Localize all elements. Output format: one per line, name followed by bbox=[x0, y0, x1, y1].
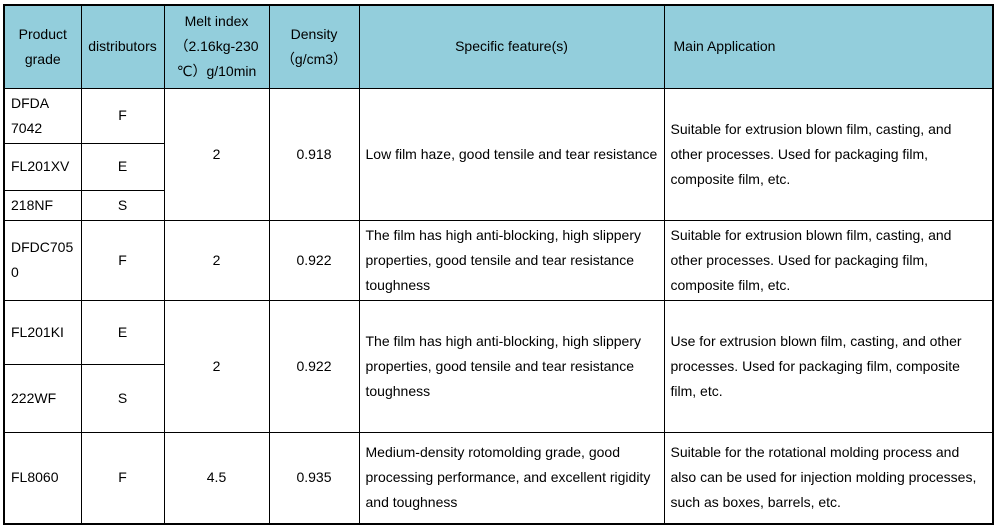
cell-density: 0.918 bbox=[268, 87, 360, 221]
cell-distributor: F bbox=[80, 431, 165, 525]
col-header-application: Main Application bbox=[663, 4, 994, 89]
cell-grade: FL201XV bbox=[3, 142, 82, 191]
table-row: FL8060 F 4.5 0.935 Medium-density rotomo… bbox=[3, 431, 994, 525]
density-header-line: （g/cm3） bbox=[280, 50, 348, 67]
table-row: FL201XV E bbox=[3, 142, 993, 191]
col-header-density: Density （g/cm3） bbox=[268, 4, 360, 89]
product-spec-table: Product grade distributors Melt index （2… bbox=[3, 4, 994, 525]
table-row: DFDA 7042 F 2 0.918 Low film haze, good … bbox=[3, 87, 994, 221]
col-header-distributors: distributors bbox=[80, 4, 165, 89]
cell-features: The film has high anti-blocking, high sl… bbox=[358, 299, 665, 433]
cell-application: Suitable for the rotational molding proc… bbox=[663, 431, 994, 525]
cell-grade: FL201KI bbox=[3, 299, 82, 365]
cell-features: Low film haze, good tensile and tear res… bbox=[358, 87, 665, 221]
col-header-features: Specific feature(s) bbox=[358, 4, 665, 89]
cell-distributor: F bbox=[80, 87, 165, 144]
cell-distributor: S bbox=[80, 189, 165, 221]
cell-melt-index: 2 bbox=[163, 299, 270, 433]
melt-index-header-line: （2.16kg-230 bbox=[174, 38, 259, 55]
cell-melt-index: 2 bbox=[163, 87, 270, 221]
cell-melt-index: 4.5 bbox=[163, 431, 270, 525]
cell-density: 0.922 bbox=[268, 219, 360, 301]
cell-density: 0.935 bbox=[268, 431, 360, 525]
col-header-melt-index: Melt index （2.16kg-230 ℃）g/10min bbox=[163, 4, 270, 89]
cell-melt-index: 2 bbox=[163, 219, 270, 301]
melt-index-header-line: Melt index bbox=[184, 13, 249, 30]
col-header-product-grade: Product grade bbox=[3, 4, 82, 89]
table-row: 218NF S bbox=[3, 189, 993, 221]
cell-grade: DFDA 7042 bbox=[3, 87, 82, 144]
cell-features: Medium-density rotomolding grade, good p… bbox=[358, 431, 665, 525]
cell-distributor: E bbox=[80, 299, 165, 365]
table-header-row: Product grade distributors Melt index （2… bbox=[3, 4, 994, 89]
cell-grade: DFDC7050 bbox=[3, 219, 82, 301]
cell-grade: 218NF bbox=[3, 189, 82, 221]
table-row: 222WF S bbox=[3, 363, 993, 433]
cell-distributor: S bbox=[80, 363, 165, 433]
cell-application: Use for extrusion blown film, casting, a… bbox=[663, 299, 994, 433]
table-row: DFDC7050 F 2 0.922 The film has high ant… bbox=[3, 219, 994, 301]
cell-distributor: E bbox=[80, 142, 165, 191]
density-header-line: Density bbox=[290, 25, 338, 42]
cell-application: Suitable for extrusion blown film, casti… bbox=[663, 87, 994, 221]
cell-distributor: F bbox=[80, 219, 165, 301]
melt-index-header-line: ℃）g/10min bbox=[176, 63, 257, 80]
table-row: FL201KI E 2 0.922 The film has high anti… bbox=[3, 299, 994, 433]
cell-density: 0.922 bbox=[268, 299, 360, 433]
cell-features: The film has high anti-blocking, high sl… bbox=[358, 219, 665, 301]
cell-application: Suitable for extrusion blown film, casti… bbox=[663, 219, 994, 301]
cell-grade: FL8060 bbox=[3, 431, 82, 525]
cell-grade: 222WF bbox=[3, 363, 82, 433]
